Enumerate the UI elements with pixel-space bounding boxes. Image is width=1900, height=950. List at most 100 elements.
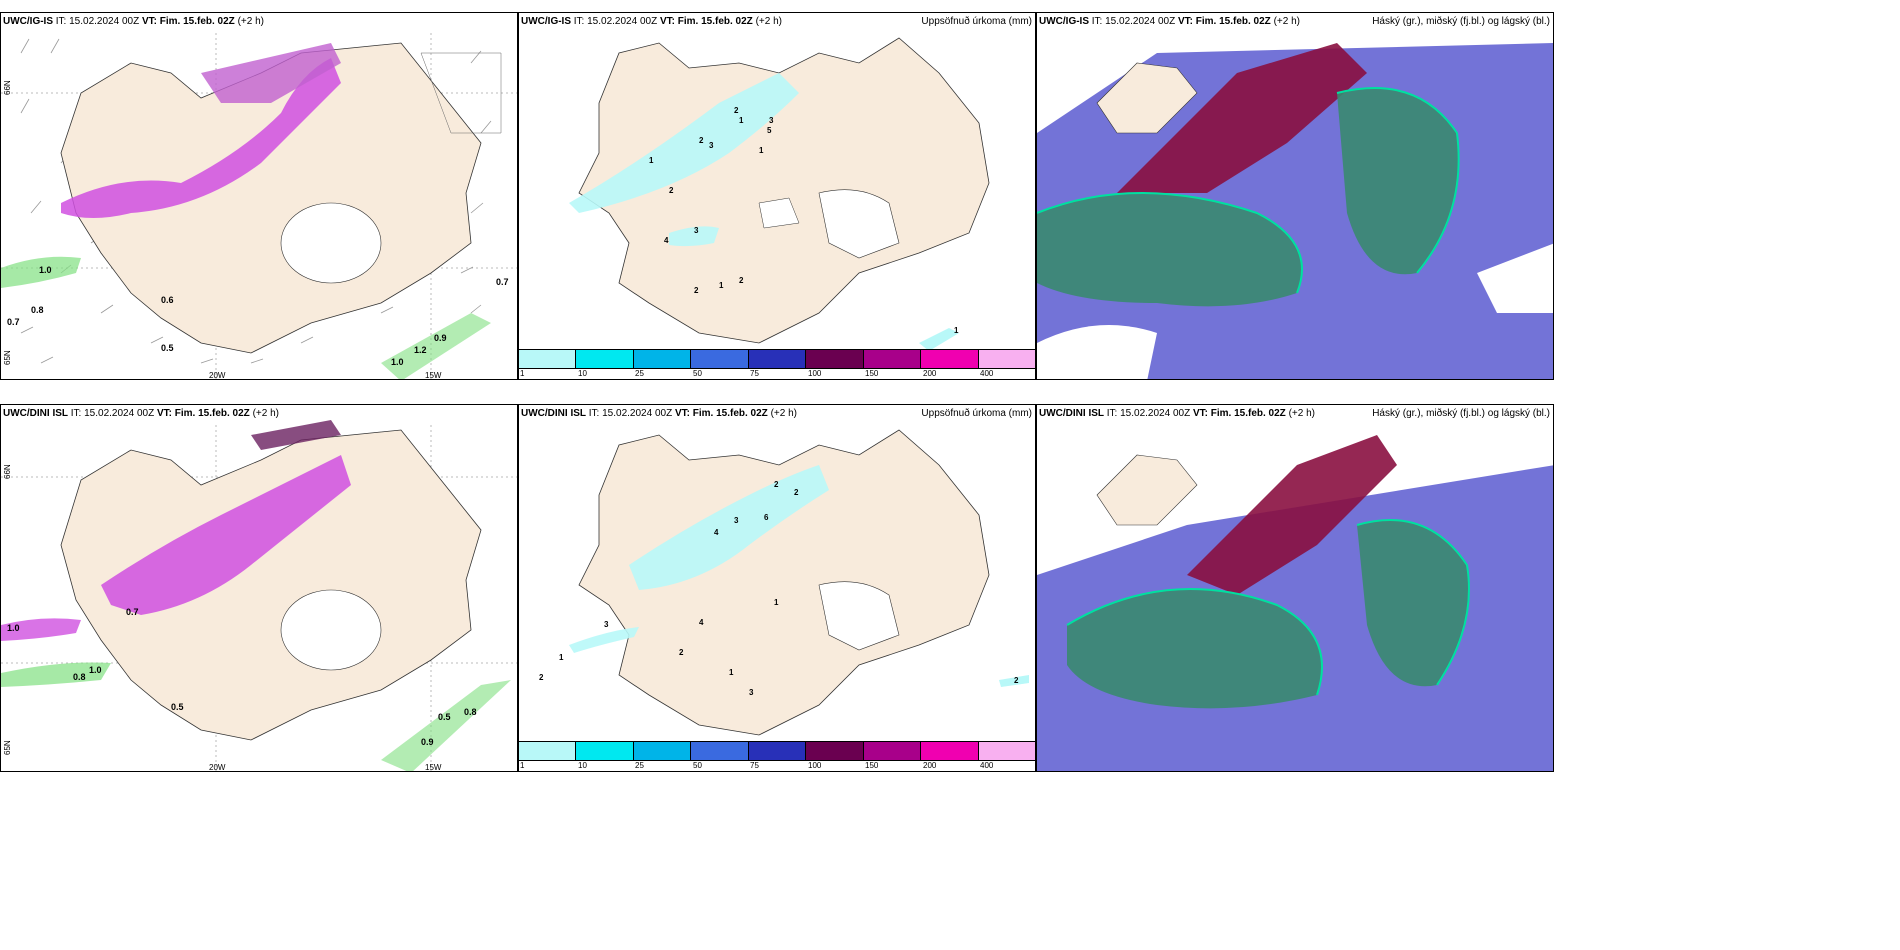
svg-text:1: 1	[739, 116, 744, 125]
svg-text:0.8: 0.8	[73, 672, 86, 682]
cloud-map	[1037, 423, 1553, 771]
wind-label: 0.7	[496, 277, 509, 287]
svg-text:0.5: 0.5	[438, 712, 451, 722]
svg-text:5: 5	[767, 126, 772, 135]
lat-label-65: 65N	[3, 740, 12, 755]
panel-variable-label: Uppsöfnuð úrkoma (mm)	[921, 16, 1032, 27]
lon-label-15: 15W	[425, 763, 442, 772]
svg-text:4: 4	[699, 618, 704, 627]
lat-label-66: 66N	[3, 464, 12, 479]
colorbar-bin	[576, 350, 634, 368]
svg-text:3: 3	[734, 516, 739, 525]
lon-label-20: 20W	[209, 763, 226, 772]
svg-text:0.8: 0.8	[464, 707, 477, 717]
colorbar-ticks: 1 10 25 50 75 100 150 200 400	[520, 369, 994, 378]
panel-bottom-right: UWC/DINI ISL IT: 15.02.2024 00Z VT: Fim.…	[1036, 404, 1554, 772]
panel-title: UWC/IG-IS IT: 15.02.2024 00Z VT: Fim. 15…	[521, 16, 782, 27]
iceland-land	[578, 37, 990, 344]
panel-top-left: UWC/IG-IS IT: 15.02.2024 00Z VT: Fim. 15…	[0, 12, 518, 380]
svg-text:0.7: 0.7	[126, 607, 139, 617]
svg-text:1: 1	[729, 668, 734, 677]
svg-text:2: 2	[539, 673, 544, 682]
svg-text:1.0: 1.0	[89, 665, 102, 675]
panel-top-middle: UWC/IG-IS IT: 15.02.2024 00Z VT: Fim. 15…	[518, 12, 1036, 380]
svg-text:3: 3	[749, 688, 754, 697]
svg-text:2: 2	[669, 186, 674, 195]
panel-title: UWC/IG-IS IT: 15.02.2024 00Z VT: Fim. 15…	[3, 16, 264, 27]
panel-title: UWC/IG-IS IT: 15.02.2024 00Z VT: Fim. 15…	[1039, 16, 1300, 27]
colorbar	[519, 349, 1035, 369]
snow-rain-map: 1.0 0.7 0.5 0.8 0.5 0.8 1.0 0.9	[1, 420, 517, 771]
svg-text:1: 1	[774, 598, 779, 607]
colorbar-bin	[576, 742, 634, 760]
lat-label-66: 66N	[3, 80, 12, 95]
lon-label-20: 20W	[209, 371, 226, 380]
colorbar-bin	[806, 350, 864, 368]
panel-top-right: UWC/IG-IS IT: 15.02.2024 00Z VT: Fim. 15…	[1036, 12, 1554, 380]
iceland-land	[60, 429, 482, 741]
svg-text:2: 2	[794, 488, 799, 497]
iceland-land	[60, 42, 482, 354]
svg-text:2: 2	[774, 480, 779, 489]
svg-text:2: 2	[699, 136, 704, 145]
panel-title: UWC/DINI ISL IT: 15.02.2024 00Z VT: Fim.…	[3, 408, 279, 419]
svg-text:1: 1	[559, 653, 564, 662]
colorbar-bin	[978, 350, 1035, 368]
svg-text:2: 2	[734, 106, 739, 115]
wind-label: 1.0	[39, 265, 52, 275]
lon-label-15: 15W	[425, 371, 442, 380]
snow-rain-map: 1.0 0.8 0.7 0.6 0.5 0.7 0.9 1.2 1.0	[1, 33, 517, 379]
colorbar-bin	[633, 350, 692, 368]
panel-variable-label: Uppsöfnuð úrkoma (mm)	[921, 408, 1032, 419]
panel-variable-label: Háský (gr.), miðský (fj.bl.) og lágský (…	[1372, 16, 1550, 27]
wind-label: 0.6	[161, 295, 174, 305]
svg-text:3: 3	[769, 116, 774, 125]
colorbar-bin	[519, 350, 577, 368]
svg-text:0.9: 0.9	[421, 737, 434, 747]
cloud-map	[1037, 31, 1553, 379]
colorbar-bin	[863, 742, 922, 760]
colorbar-bin	[691, 350, 749, 368]
svg-text:1.0: 1.0	[7, 623, 20, 633]
panel-variable-label: Háský (gr.), miðský (fj.bl.) og lágský (…	[1372, 408, 1550, 419]
colorbar-bin	[921, 742, 979, 760]
panel-title: UWC/DINI ISL IT: 15.02.2024 00Z VT: Fim.…	[521, 408, 797, 419]
colorbar-bin	[519, 742, 577, 760]
svg-text:2: 2	[694, 286, 699, 295]
svg-text:3: 3	[694, 226, 699, 235]
colorbar-bin	[748, 742, 807, 760]
colorbar-bin	[633, 742, 692, 760]
colorbar-ticks: 1 10 25 50 75 100 150 200 400	[520, 761, 994, 770]
wind-label: 0.5	[161, 343, 174, 353]
wind-label: 0.9	[434, 333, 447, 343]
colorbar-bin	[863, 350, 922, 368]
lat-label-65: 65N	[3, 350, 12, 365]
wind-label: 0.8	[31, 305, 44, 315]
wind-label: 1.0	[391, 357, 404, 367]
wind-label: 0.7	[7, 317, 20, 327]
svg-text:6: 6	[764, 513, 769, 522]
panel-bottom-left: UWC/DINI ISL IT: 15.02.2024 00Z VT: Fim.…	[0, 404, 518, 772]
panel-title: UWC/DINI ISL IT: 15.02.2024 00Z VT: Fim.…	[1039, 408, 1315, 419]
colorbar-bin	[921, 350, 979, 368]
panel-bottom-middle: UWC/DINI ISL IT: 15.02.2024 00Z VT: Fim.…	[518, 404, 1036, 772]
precip-map: 2 2 4 6 3 4 2 1 3 1 2 1 3 2	[539, 429, 1029, 736]
svg-text:2: 2	[1014, 676, 1019, 685]
colorbar-bin	[806, 742, 864, 760]
svg-text:4: 4	[664, 236, 669, 245]
svg-text:2: 2	[679, 648, 684, 657]
svg-text:3: 3	[604, 620, 609, 629]
colorbar	[519, 741, 1035, 761]
svg-text:4: 4	[714, 528, 719, 537]
precip-map: 2 1 3 5 1 2 3 1 2 4 3 2 1 2 1	[569, 37, 990, 351]
svg-text:1: 1	[954, 326, 959, 335]
colorbar-bin	[691, 742, 749, 760]
svg-text:1: 1	[649, 156, 654, 165]
svg-text:1: 1	[759, 146, 764, 155]
svg-text:1: 1	[719, 281, 724, 290]
svg-text:0.5: 0.5	[171, 702, 184, 712]
colorbar-bin	[978, 742, 1035, 760]
wind-label: 1.2	[414, 345, 427, 355]
svg-text:3: 3	[709, 141, 714, 150]
svg-text:2: 2	[739, 276, 744, 285]
